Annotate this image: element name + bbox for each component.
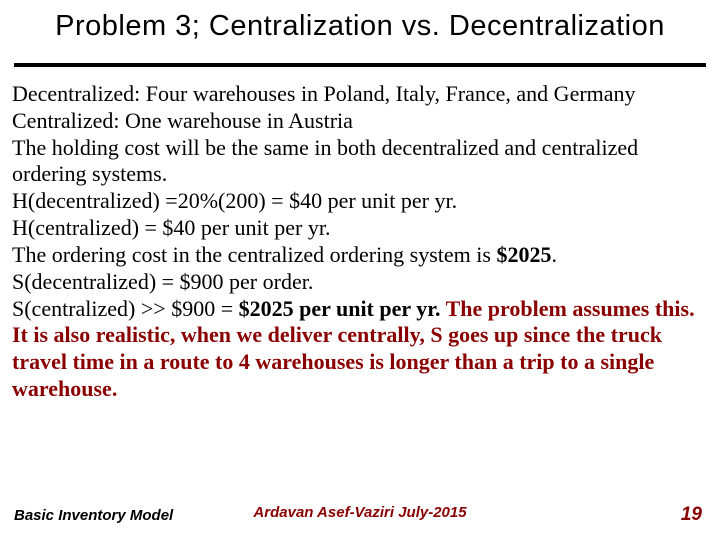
body-span: S(centralized) >> $900 = [12,296,239,321]
body-line: Centralized: One warehouse in Austria [12,108,708,135]
footer-right: 19 [681,504,702,526]
body-line: S(decentralized) = $900 per order. [12,269,708,296]
body-span: . [551,242,557,267]
body-line: H(centralized) = $40 per unit per yr. [12,215,708,242]
title-underline [14,63,706,67]
footer-center: Ardavan Asef-Vaziri July-2015 [253,504,466,521]
body-line: The ordering cost in the centralized ord… [12,242,708,269]
footer-left: Basic Inventory Model [14,507,173,524]
slide-title: Problem 3; Centralization vs. Decentrali… [14,10,706,49]
body-line: S(centralized) >> $900 = $2025 per unit … [12,296,708,403]
body-bold: $2025 per unit per yr. [239,296,446,321]
footer: Basic Inventory Model Ardavan Asef-Vazir… [0,504,720,526]
body-line: H(decentralized) =20%(200) = $40 per uni… [12,188,708,215]
body-line: Decentralized: Four warehouses in Poland… [12,81,708,108]
body-text: Decentralized: Four warehouses in Poland… [8,81,712,403]
slide: Problem 3; Centralization vs. Decentrali… [0,0,720,540]
body-bold: $2025 [496,242,551,267]
body-line: The holding cost will be the same in bot… [12,135,708,189]
body-span: The ordering cost in the centralized ord… [12,242,496,267]
